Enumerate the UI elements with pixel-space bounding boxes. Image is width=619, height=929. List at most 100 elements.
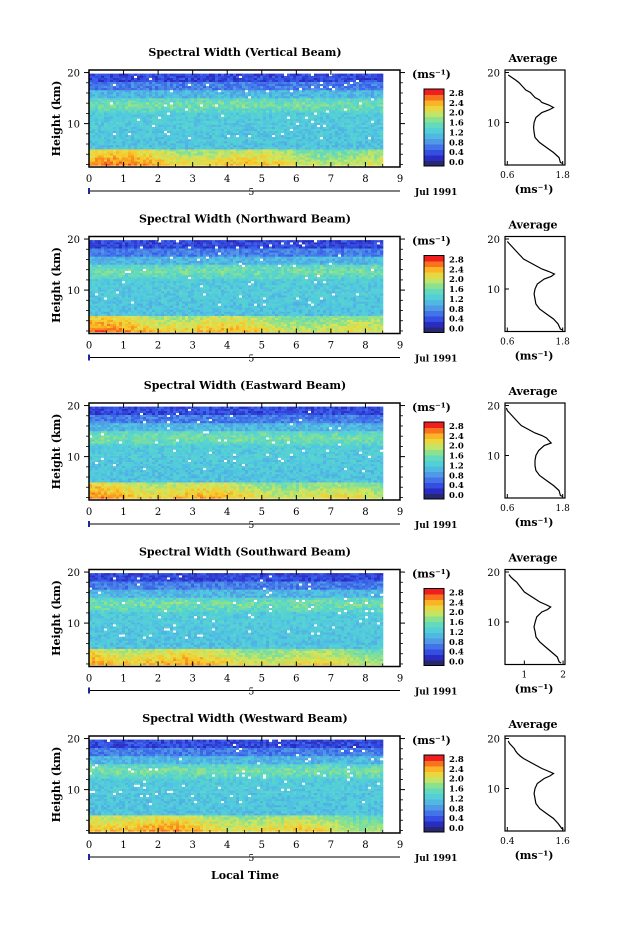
heatmap-cell (332, 130, 336, 134)
heatmap-cell (317, 94, 321, 97)
heatmap-cell (374, 98, 378, 101)
heatmap-cell (332, 151, 336, 154)
heatmap-cell (233, 155, 237, 158)
heatmap-cell (341, 128, 345, 131)
heatmap-cell (197, 89, 201, 93)
heatmap-cell (275, 122, 279, 125)
heatmap-cell (134, 96, 138, 99)
heatmap-cell (197, 83, 201, 87)
heatmap-cell (332, 161, 336, 164)
heatmap-cell (329, 325, 333, 329)
heatmap-cell (263, 323, 267, 327)
heatmap-cell (89, 130, 93, 134)
heatmap-cell (380, 85, 384, 89)
heatmap-cell (302, 112, 306, 115)
heatmap-cell (191, 96, 195, 99)
heatmap-cell (320, 149, 324, 152)
heatmap-cell (101, 73, 105, 76)
heatmap-cell (227, 325, 231, 329)
heatmap-cell (251, 128, 255, 131)
heatmap-cell (116, 163, 120, 166)
heatmap-cell (374, 92, 378, 95)
heatmap-cell (161, 136, 165, 140)
heatmap-cell (197, 132, 201, 136)
heatmap-cell (359, 138, 363, 142)
heatmap-cell (173, 136, 177, 140)
heatmap-cell (377, 89, 381, 93)
heatmap-cell (191, 147, 195, 150)
heatmap-cell (92, 112, 96, 115)
heatmap-cell (263, 149, 267, 152)
heatmap-cell (146, 73, 150, 76)
heatmap-cell (263, 102, 267, 105)
heatmap-cell (230, 96, 234, 99)
heatmap-cell (377, 85, 381, 89)
heatmap-cell (344, 110, 348, 113)
heatmap-cell (203, 96, 207, 99)
heatmap-cell (128, 104, 132, 107)
heatmap-cell (302, 77, 306, 80)
heatmap-cell (224, 110, 228, 113)
heatmap-cell (278, 116, 282, 119)
heatmap-cell (161, 325, 165, 329)
heatmap-cell (125, 126, 129, 129)
heatmap-cell (146, 112, 150, 115)
heatmap-cell (365, 83, 369, 87)
heatmap-cell (221, 141, 225, 144)
heatmap-cell (332, 149, 336, 152)
heatmap-cell (104, 124, 108, 127)
heatmap-cell (317, 141, 321, 144)
heatmap-cell (218, 159, 222, 162)
heatmap-cell (299, 81, 303, 84)
heatmap-cell (281, 323, 285, 327)
heatmap-cell (344, 325, 348, 329)
heatmap-cell (89, 126, 93, 129)
heatmap-cell (365, 124, 369, 127)
heatmap-cell (317, 79, 321, 82)
heatmap-cell (152, 85, 156, 89)
heatmap-cell (113, 89, 117, 93)
heatmap-cell (311, 114, 315, 117)
heatmap-cell (278, 106, 282, 109)
heatmap-cell (131, 75, 135, 78)
heatmap-cell (101, 136, 105, 140)
heatmap-cell (260, 122, 264, 125)
heatmap-cell (167, 75, 171, 78)
heatmap-cell (155, 114, 159, 117)
heatmap-cell (257, 94, 261, 97)
heatmap-cell (299, 79, 303, 82)
heatmap-cell (89, 132, 93, 136)
heatmap-cell (227, 114, 231, 117)
heatmap-cell (152, 110, 156, 113)
heatmap-cell (374, 118, 378, 121)
heatmap-cell (239, 116, 243, 119)
heatmap-cell (287, 134, 291, 138)
heatmap-cell (173, 77, 177, 80)
heatmap-cell (167, 98, 171, 101)
heatmap-cell (119, 138, 123, 142)
heatmap-cell (272, 323, 276, 327)
heatmap-cell (134, 106, 138, 109)
heatmap-cell (320, 92, 324, 95)
heatmap-cell (248, 325, 252, 329)
heatmap-cell (140, 151, 144, 154)
heatmap-cell (230, 153, 234, 156)
heatmap-cell (125, 116, 129, 119)
heatmap-cell (119, 75, 123, 78)
heatmap-cell (182, 106, 186, 109)
heatmap-cell (152, 159, 156, 162)
heatmap-cell (371, 138, 375, 142)
heatmap-cell (146, 98, 150, 101)
heatmap-cell (176, 87, 180, 91)
heatmap-cell (287, 100, 291, 103)
heatmap-cell (215, 141, 219, 144)
heatmap-cell (377, 120, 381, 123)
heatmap-cell (296, 122, 300, 125)
heatmap-cell (101, 151, 105, 154)
heatmap-cell (263, 89, 267, 93)
heatmap-cell (380, 163, 384, 166)
heatmap-cell (161, 153, 165, 156)
heatmap-cell (182, 327, 186, 331)
heatmap-cell (305, 323, 309, 327)
heatmap-cell (89, 149, 93, 152)
